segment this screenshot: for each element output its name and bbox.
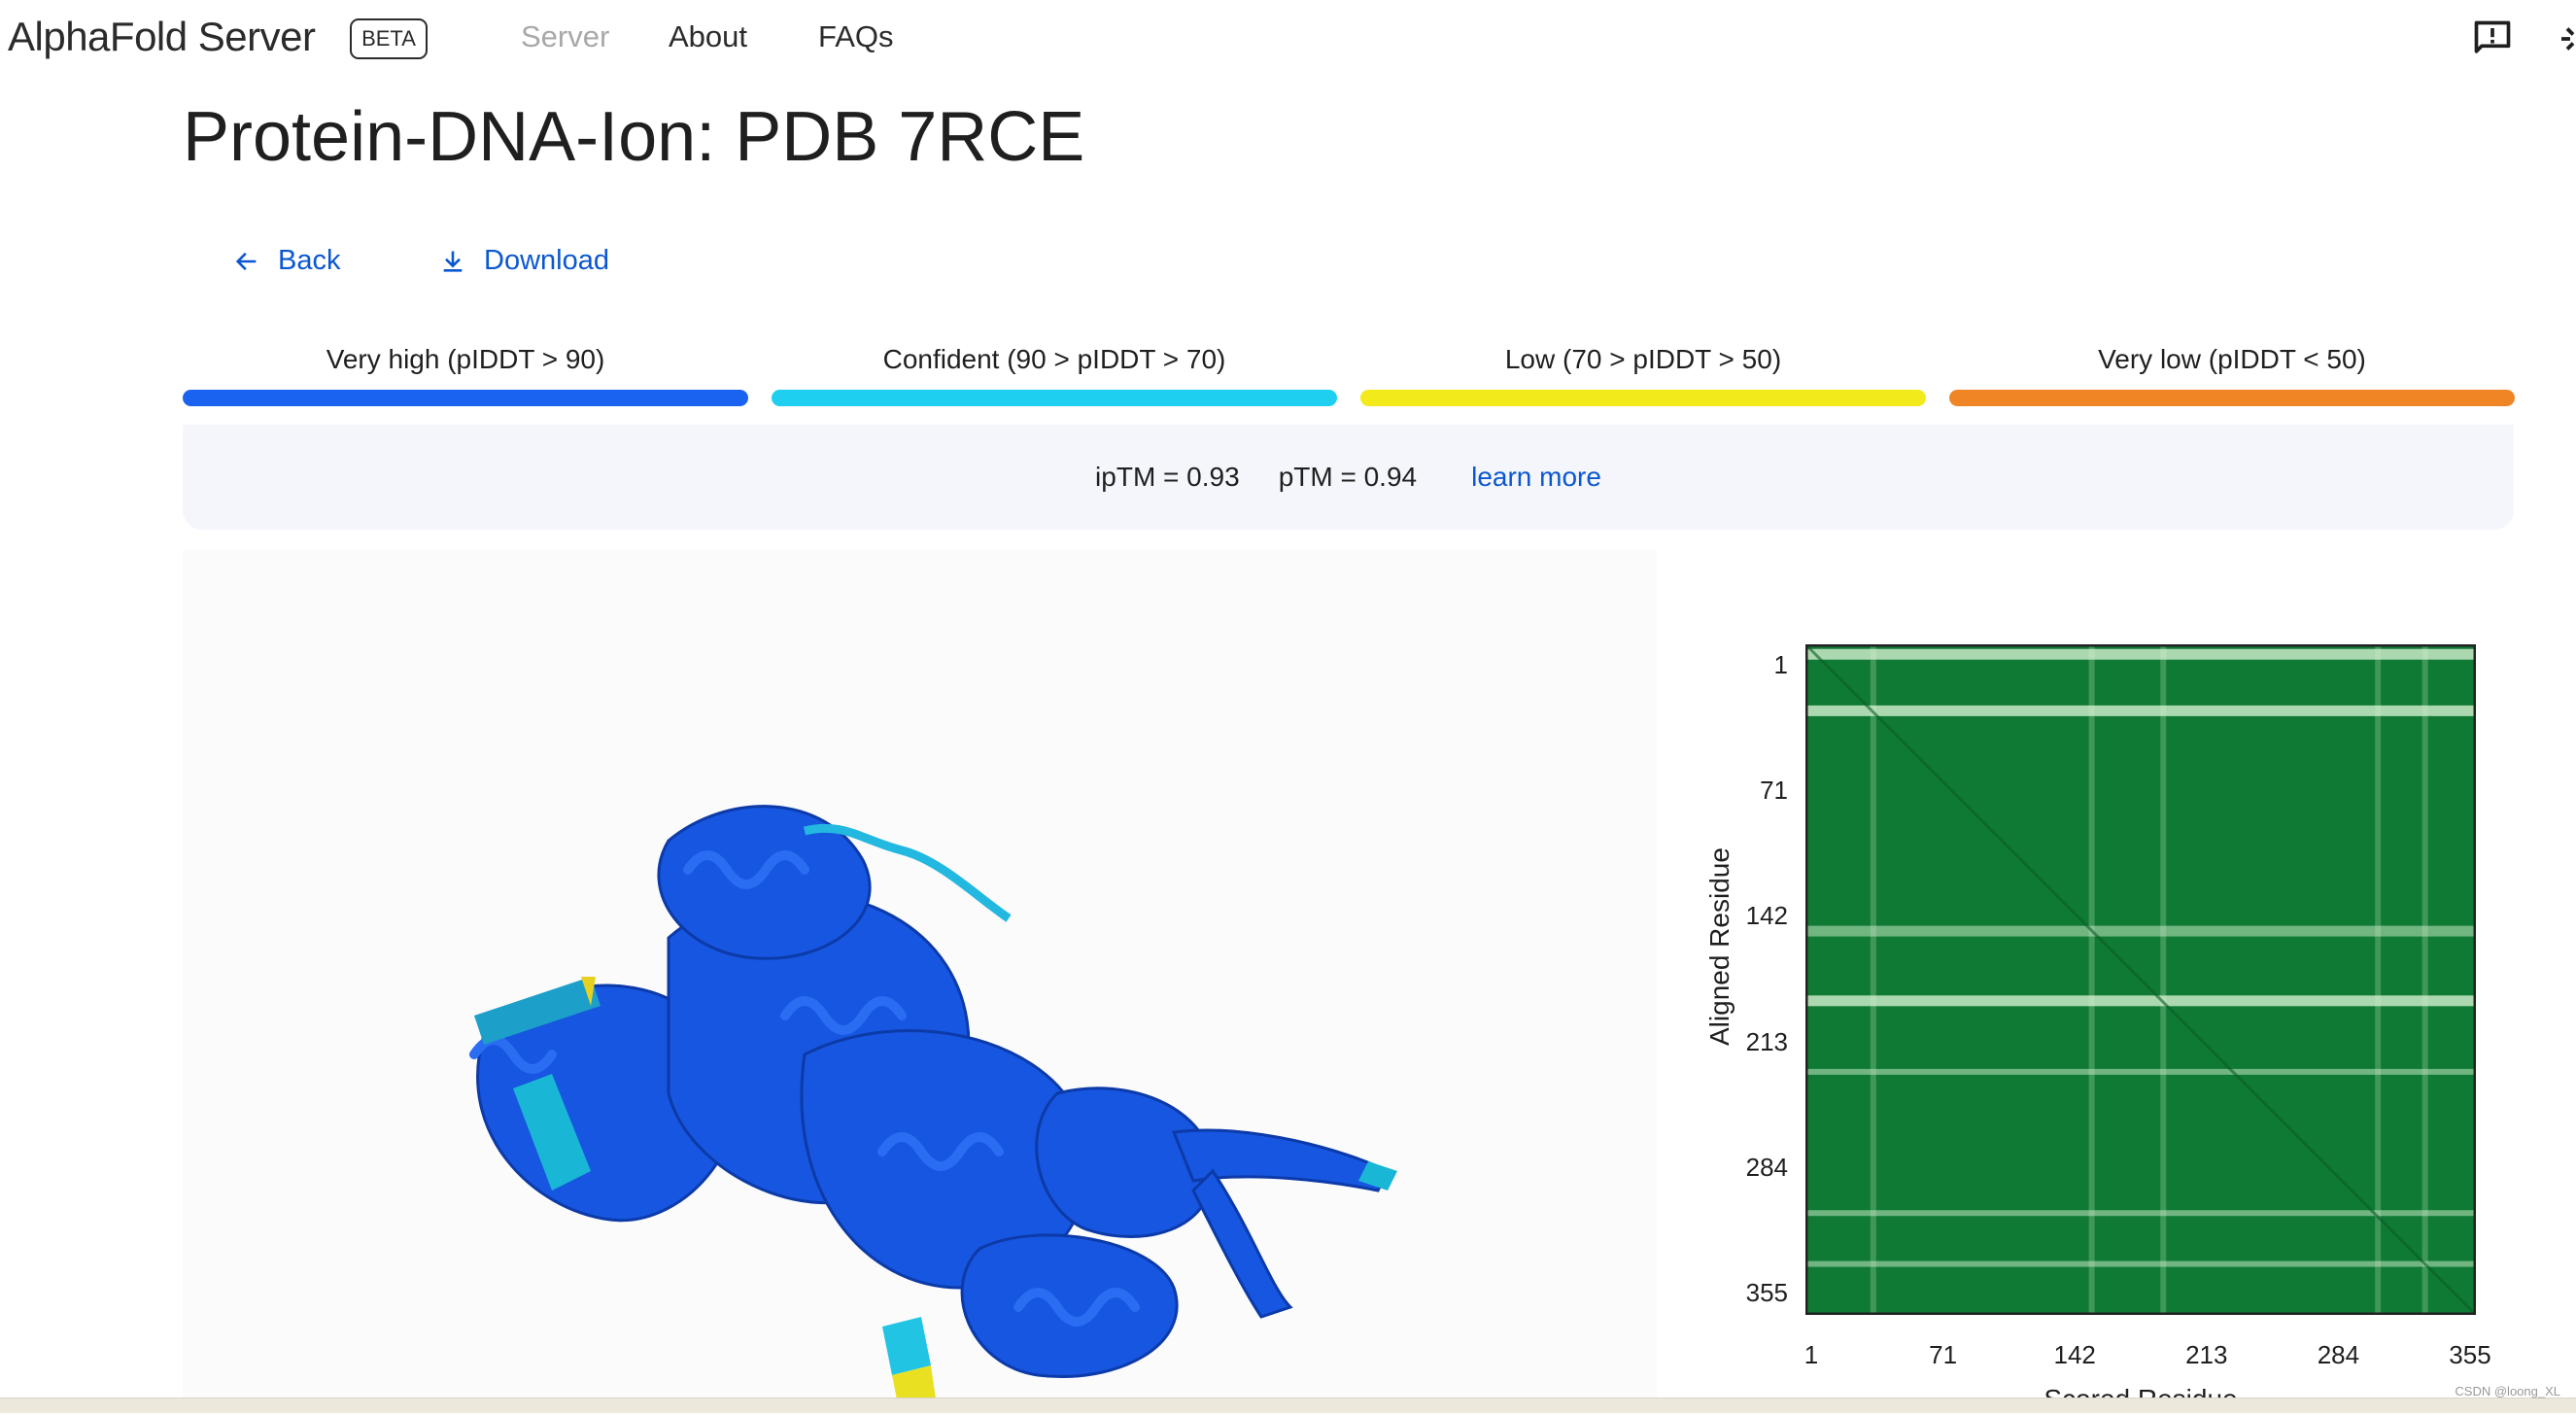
download-icon [443,251,463,272]
page-title: Protein-DNA-Ion: PDB 7RCE [183,98,1085,176]
nav-server[interactable]: Server [521,19,610,53]
nav-about[interactable]: About [669,19,748,53]
nav-faqs[interactable]: FAQs [818,19,894,53]
y-tick-label: 355 [1745,1278,1788,1307]
x-tick-label: 142 [2053,1340,2096,1369]
download-label: Download [484,245,609,276]
back-label: Back [278,245,341,276]
y-tick-label: 1 [1773,650,1788,679]
x-tick-label: 1 [1803,1340,1819,1369]
x-tick-label: 284 [2317,1340,2360,1369]
bottom-bar [0,1398,2576,1413]
protein-structure [469,805,1397,1399]
heatmap-row-band [1807,925,2474,937]
heatmap-col-band [2375,646,2382,1313]
y-tick-label: 284 [1745,1152,1788,1182]
score-panel: ipTM = 0.93 pTM = 0.94 learn more [183,425,2514,530]
legend-very-high-bar [183,390,748,406]
watermark: CSDN @loong_XL [2455,1384,2560,1398]
heatmap-frame [1805,644,2476,1315]
y-tick-label: 213 [1745,1026,1788,1056]
app-logo[interactable]: AlphaFold Server [8,14,316,59]
heatmap-row-band [1807,995,2474,1007]
beta-badge: BETA [350,18,428,59]
x-tick-label: 355 [2449,1340,2491,1369]
legend-very-low-label: Very low (pIDDT < 50) [2098,344,2366,374]
heatmap-diagonal [1805,644,2476,1315]
legend-very-low-bar [1949,390,2515,406]
heatmap-row-band [1807,705,2474,716]
y-tick-label: 71 [1760,776,1788,806]
legend-low-label: Low (70 > pIDDT > 50) [1504,344,1782,374]
heatmap-row-band [1807,648,2474,660]
heatmap-col-band [2088,646,2095,1313]
heatmap-col-band [1870,646,1876,1313]
iptm-score: ipTM = 0.93 [1095,462,1240,492]
pae-heatmap[interactable] [1805,644,2476,1315]
y-tick-label: 142 [1745,901,1788,931]
heatmap-col-band [2421,646,2428,1313]
feedback-icon[interactable] [2471,17,2514,60]
structure-viewer[interactable] [183,549,1657,1399]
legend-very-high-label: Very high (pIDDT > 90) [326,344,605,374]
heatmap-row-band [1807,1260,2474,1267]
settings-icon[interactable] [2561,21,2576,56]
ptm-score: pTM = 0.94 [1278,462,1418,492]
legend-confident-bar [772,390,1337,406]
legend-low-bar [1360,390,1926,406]
legend-confident-label: Confident (90 > pIDDT > 70) [882,344,1226,374]
heatmap-col-band [2160,646,2167,1313]
download-button[interactable]: Download [439,245,609,277]
back-button[interactable]: Back [233,245,340,277]
arrow-left-icon [235,252,257,270]
heatmap-row-band [1807,1068,2474,1075]
heatmap-row-band [1807,1210,2474,1217]
x-tick-label: 71 [1929,1340,1958,1369]
learn-more-link[interactable]: learn more [1471,462,1601,492]
x-tick-label: 213 [2185,1340,2228,1369]
